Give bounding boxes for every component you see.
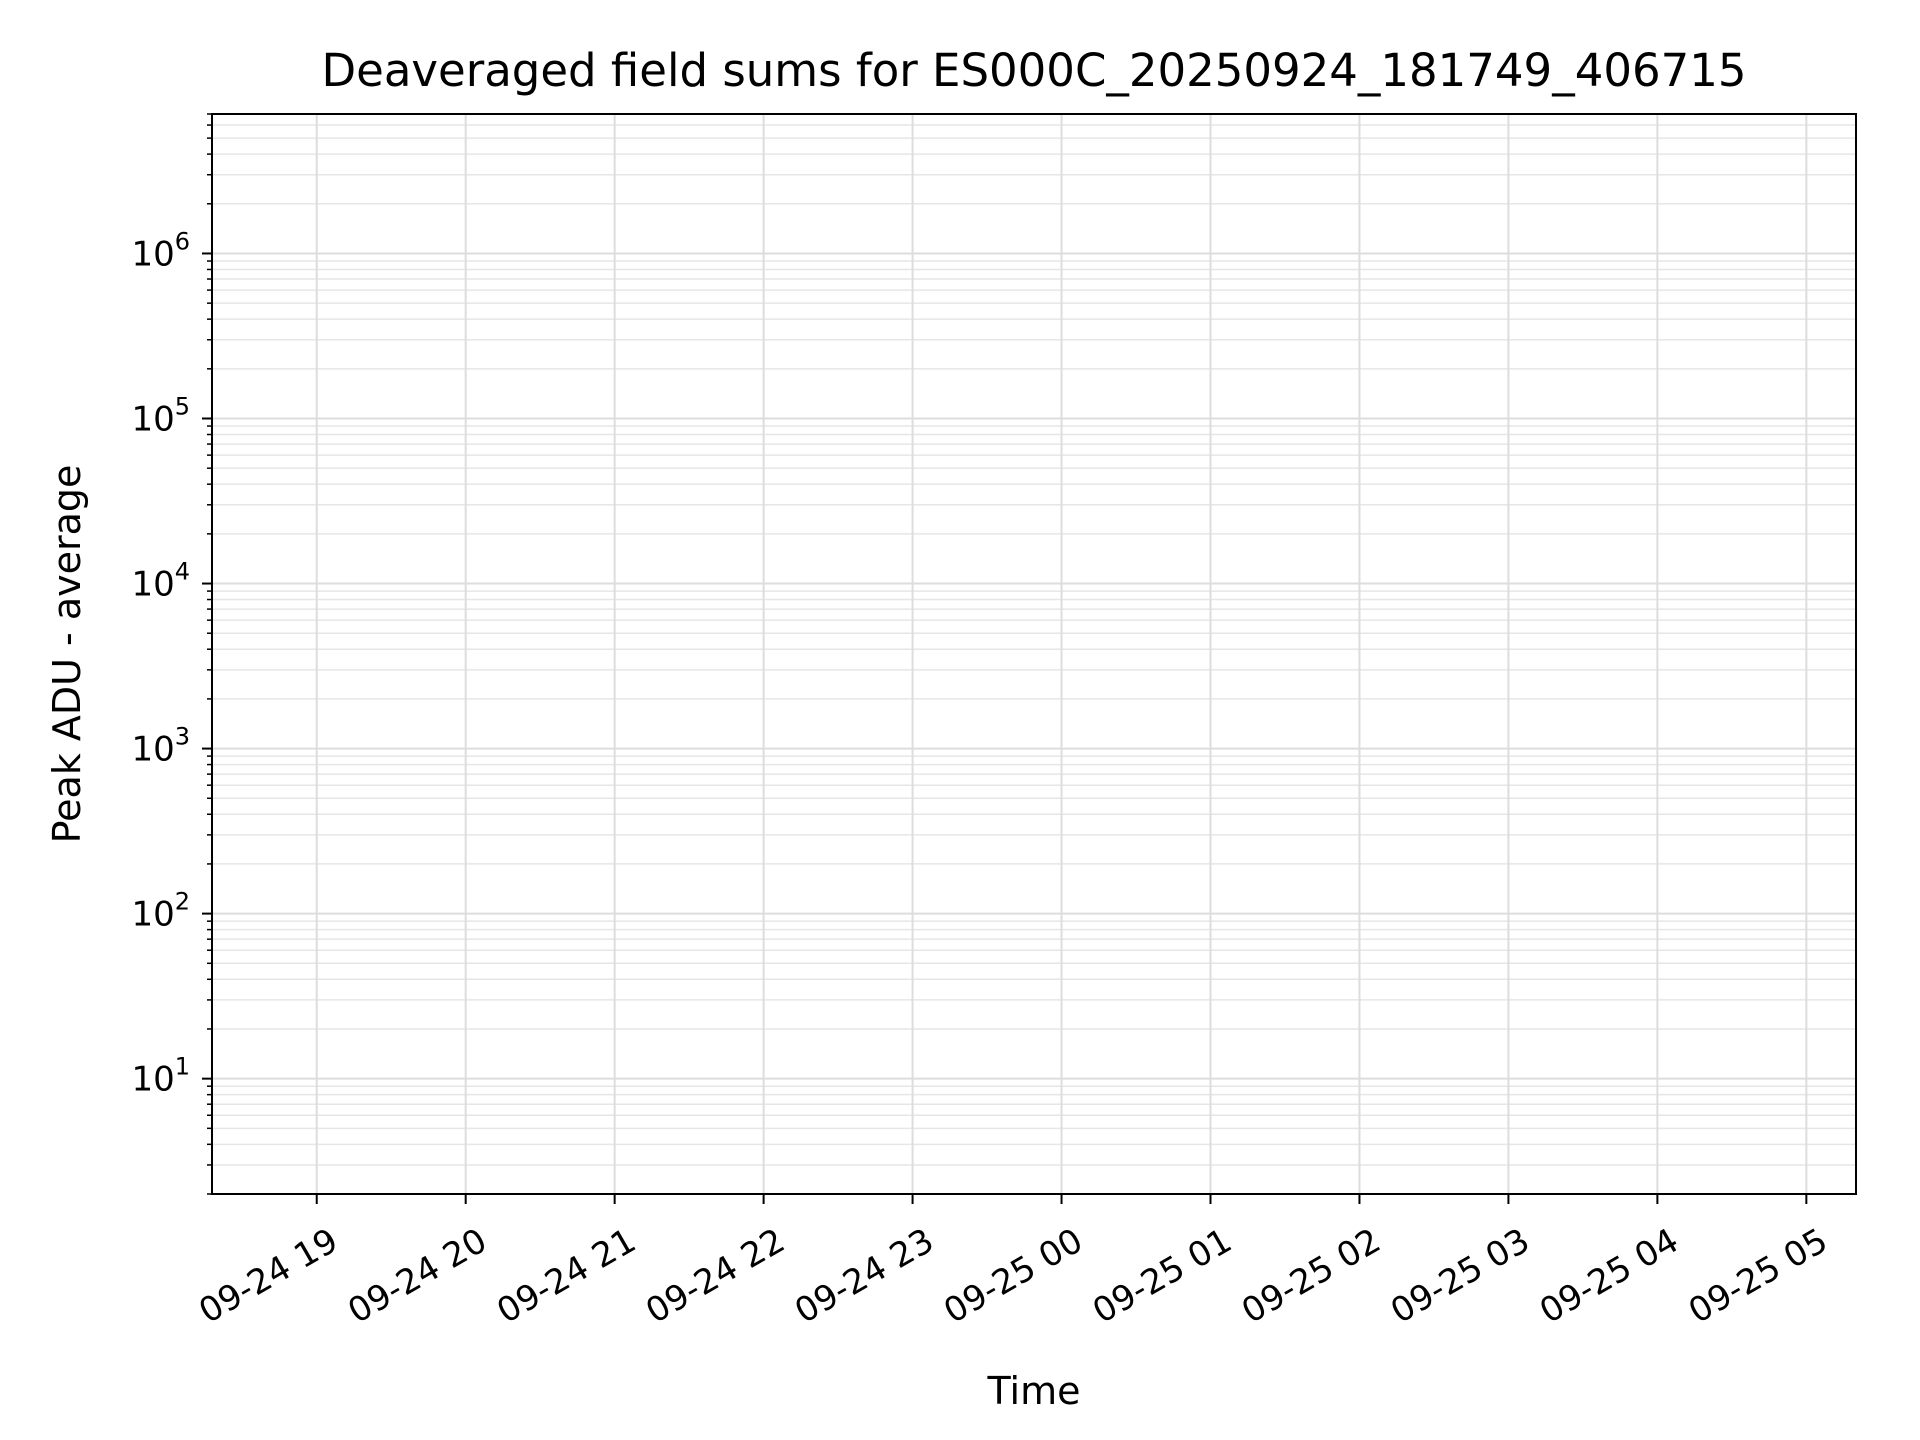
chart-title: Deaveraged field sums for ES000C_2025092… [322,44,1747,97]
y-tick-label: 106 [131,227,190,274]
y-tick-label: 104 [131,558,190,605]
x-tick-label: 09-25 03 [1384,1221,1536,1332]
x-tick-label: 09-24 19 [192,1221,344,1332]
y-tick-label: 105 [131,393,190,440]
x-tick-label: 09-25 02 [1235,1221,1387,1332]
x-tick-label: 09-24 22 [639,1221,791,1332]
y-tick-label: 102 [131,888,190,935]
grid-lines [212,113,1856,1195]
x-tick-label: 09-25 01 [1086,1221,1238,1332]
x-tick-label: 09-25 00 [937,1221,1089,1332]
y-axis-label: Peak ADU - average [45,465,89,844]
x-tick-label: 09-24 20 [341,1221,493,1332]
axes-frame [211,113,1857,1195]
x-tick-label: 09-25 05 [1682,1221,1834,1332]
x-tick-label: 09-24 21 [490,1221,642,1332]
x-axis-label: Time [987,1369,1081,1413]
x-tick-label: 09-24 23 [788,1221,940,1332]
y-tick-label: 103 [131,723,190,770]
x-tick-label: 09-25 04 [1533,1221,1685,1332]
y-tick-label: 101 [131,1053,190,1100]
